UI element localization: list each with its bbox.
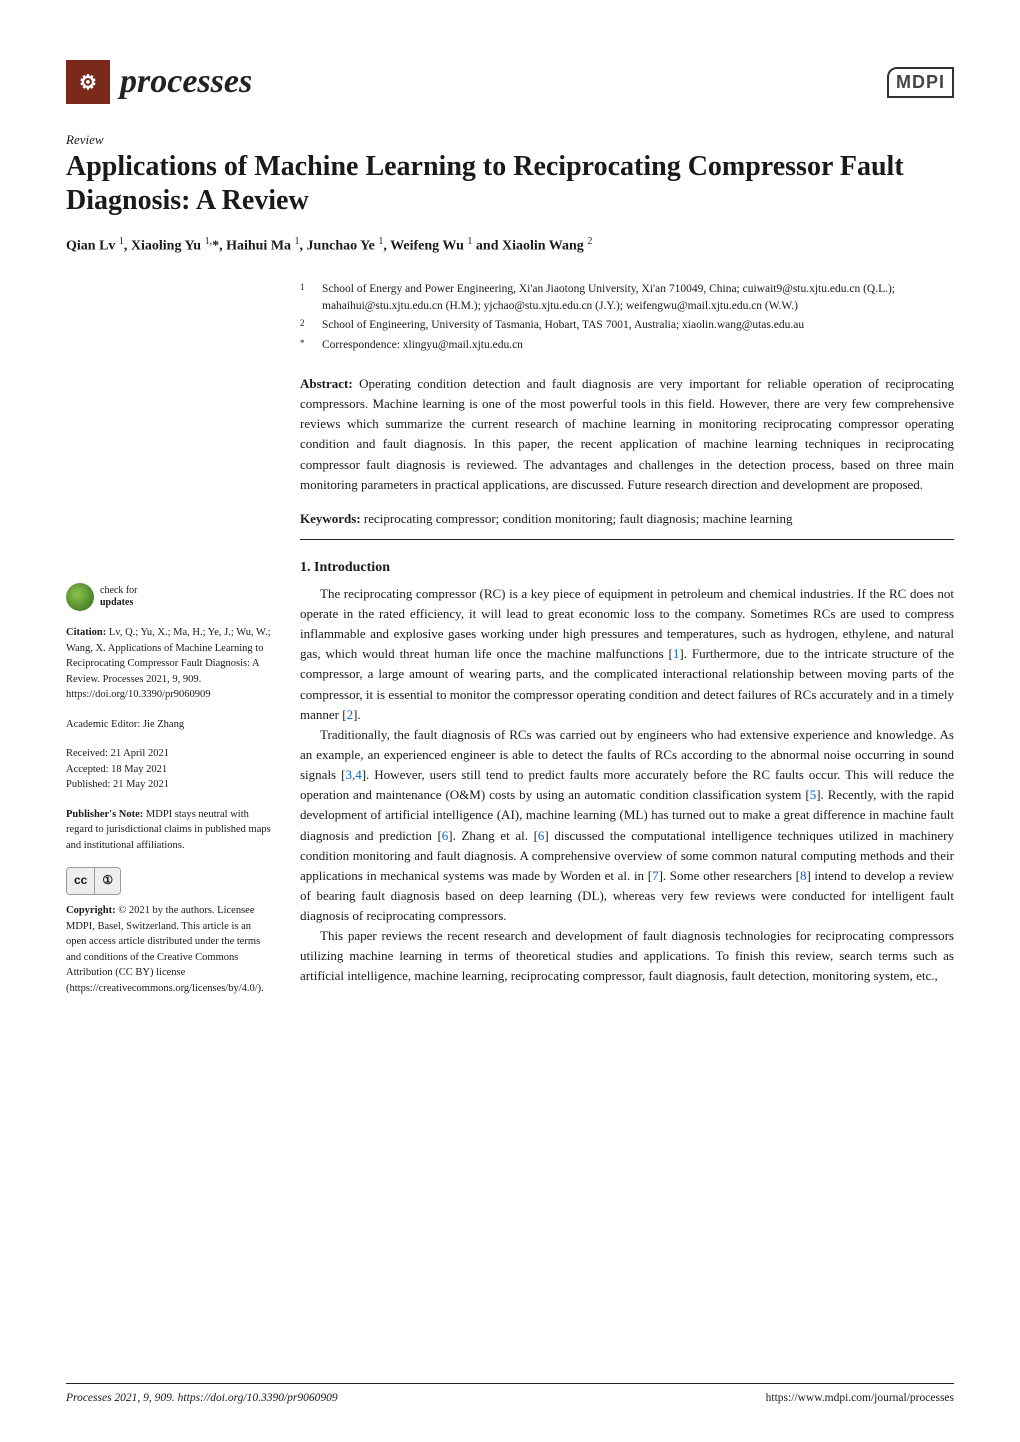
citation-ref[interactable]: 2 (347, 707, 354, 722)
affiliation-row: 1School of Energy and Power Engineering,… (300, 281, 954, 316)
citation-ref[interactable]: 3,4 (345, 767, 361, 782)
paragraph: This paper reviews the recent research a… (300, 926, 954, 986)
section-divider (300, 539, 954, 540)
cc-by-icon: cc① (66, 867, 121, 895)
publishers-note-block: Publisher's Note: MDPI stays neutral wit… (66, 807, 272, 854)
citation-ref[interactable]: 6 (538, 828, 545, 843)
license-block: cc① Copyright: © 2021 by the authors. Li… (66, 867, 272, 996)
footer-url[interactable]: https://www.mdpi.com/journal/processes (766, 1392, 954, 1404)
paragraph: Traditionally, the fault diagnosis of RC… (300, 725, 954, 926)
citation-ref[interactable]: 1 (673, 646, 680, 661)
citation-ref[interactable]: 6 (442, 828, 449, 843)
check-updates-label: check for updates (100, 585, 137, 608)
page-footer: Processes 2021, 9, 909. https://doi.org/… (66, 1383, 954, 1404)
citation-ref[interactable]: 5 (810, 787, 817, 802)
journal-logo: ⚙ processes (66, 60, 252, 104)
keywords: Keywords: reciprocating compressor; cond… (300, 511, 954, 527)
citation-ref[interactable]: 8 (800, 868, 807, 883)
sidebar-column: check for updates Citation: Lv, Q.; Yu, … (66, 281, 272, 1010)
section-heading: 1. Introduction (300, 560, 954, 576)
author-list: Qian Lv 1, Xiaoling Yu 1,*, Haihui Ma 1,… (66, 236, 954, 255)
page-header: ⚙ processes MDPI (66, 60, 954, 104)
article-type: Review (66, 132, 954, 148)
check-for-updates[interactable]: check for updates (66, 583, 272, 611)
journal-mark-icon: ⚙ (66, 60, 110, 104)
affiliation-row: *Correspondence: xlingyu@mail.xjtu.edu.c… (300, 337, 954, 354)
check-updates-icon (66, 583, 94, 611)
journal-name: processes (120, 63, 252, 101)
citation-block: Citation: Lv, Q.; Yu, X.; Ma, H.; Ye, J.… (66, 625, 272, 703)
main-column: 1School of Energy and Power Engineering,… (300, 281, 954, 1010)
affiliations: 1School of Energy and Power Engineering,… (300, 281, 954, 354)
abstract: Abstract: Operating condition detection … (300, 374, 954, 495)
body-text: The reciprocating compressor (RC) is a k… (300, 584, 954, 987)
dates-block: Received: 21 April 2021 Accepted: 18 May… (66, 746, 272, 793)
affiliation-row: 2School of Engineering, University of Ta… (300, 317, 954, 334)
paragraph: The reciprocating compressor (RC) is a k… (300, 584, 954, 725)
editor-block: Academic Editor: Jie Zhang (66, 717, 272, 733)
article-title: Applications of Machine Learning to Reci… (66, 150, 954, 218)
publisher-logo: MDPI (887, 67, 954, 98)
footer-citation: Processes 2021, 9, 909. https://doi.org/… (66, 1392, 338, 1404)
citation-ref[interactable]: 7 (652, 868, 659, 883)
